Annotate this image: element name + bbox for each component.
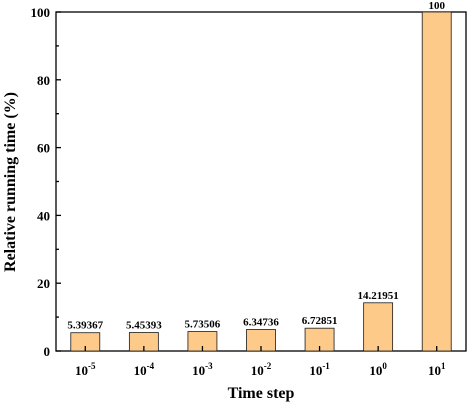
y-axis: 0 20 40 60 80 100 bbox=[31, 5, 61, 359]
y-tick-label-5: 100 bbox=[31, 5, 51, 20]
data-label-1: 5.45393 bbox=[126, 320, 162, 332]
data-label-5: 14.21951 bbox=[358, 290, 399, 302]
bar-6 bbox=[421, 11, 452, 352]
data-labels-group: 5.39367 5.45393 5.73506 6.34736 6.72851 14.21… bbox=[67, 0, 445, 332]
data-label-0: 5.39367 bbox=[67, 320, 103, 332]
x-tick-label-0: 10-5 bbox=[75, 361, 96, 378]
x-axis-title: Time step bbox=[228, 385, 295, 402]
x-tick-label-4: 10-1 bbox=[309, 361, 330, 378]
y-tick-label-2: 40 bbox=[37, 208, 50, 223]
x-tick-label-3: 10-2 bbox=[251, 361, 272, 378]
y-tick-label-3: 60 bbox=[37, 141, 50, 156]
x-axis: 10-5 10-4 10-3 10-2 10-1 100 101 bbox=[75, 346, 446, 378]
bars-group bbox=[70, 11, 452, 352]
y-tick-label-4: 80 bbox=[37, 73, 50, 88]
data-label-4: 6.72851 bbox=[302, 315, 338, 327]
data-label-3: 6.34736 bbox=[243, 316, 279, 328]
y-tick-label-0: 0 bbox=[44, 344, 51, 359]
y-tick-label-1: 20 bbox=[37, 276, 50, 291]
x-tick-label-2: 10-3 bbox=[192, 361, 213, 378]
data-label-2: 5.73506 bbox=[185, 319, 221, 331]
plot-frame bbox=[55, 11, 467, 352]
x-tick-label-5: 100 bbox=[369, 361, 387, 378]
x-tick-label-6: 101 bbox=[428, 361, 446, 378]
y-axis-title: Relative running time (%) bbox=[2, 92, 19, 272]
bar-5 bbox=[363, 302, 394, 352]
x-tick-label-1: 10-4 bbox=[134, 361, 155, 378]
data-label-6: 100 bbox=[428, 0, 445, 12]
